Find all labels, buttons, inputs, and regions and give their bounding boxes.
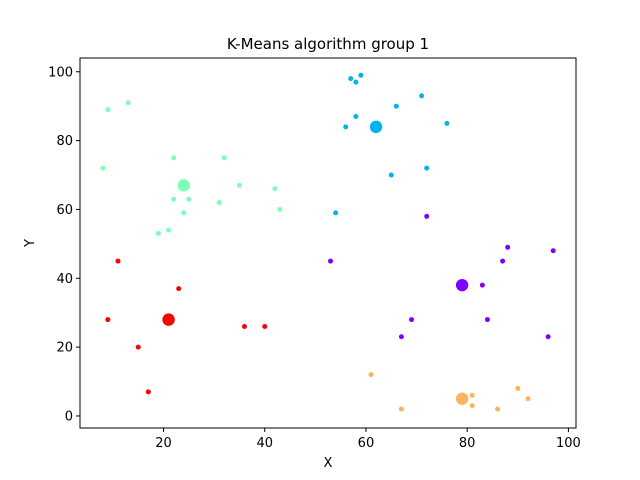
data-point	[424, 165, 430, 171]
x-tick-label: 100	[556, 436, 581, 451]
data-point	[181, 210, 187, 216]
data-point	[545, 334, 551, 340]
data-point	[368, 372, 374, 378]
data-point	[398, 334, 404, 340]
data-point	[353, 114, 359, 120]
data-point	[388, 172, 394, 178]
data-point	[343, 124, 349, 130]
data-point	[393, 103, 399, 109]
data-point	[171, 155, 177, 161]
data-point	[515, 385, 521, 391]
data-point	[505, 244, 511, 250]
data-point	[495, 406, 501, 412]
data-point	[145, 389, 151, 395]
data-point	[419, 93, 425, 99]
data-point	[409, 317, 415, 323]
chart-title: K-Means algorithm group 1	[227, 35, 429, 53]
x-axis: 20 40 60 80 100	[155, 428, 581, 451]
data-point	[221, 155, 227, 161]
centroid-point	[455, 392, 469, 405]
data-point	[353, 79, 359, 85]
data-point	[115, 258, 121, 264]
x-tick-label: 60	[358, 436, 375, 451]
data-point	[358, 72, 364, 78]
centroid-point	[369, 120, 383, 134]
data-point	[262, 323, 268, 329]
data-point	[550, 248, 556, 254]
data-point	[525, 396, 531, 402]
data-point	[469, 392, 475, 398]
y-tick-label: 40	[56, 272, 73, 287]
x-tick-label: 80	[459, 436, 476, 451]
data-point	[135, 344, 141, 350]
centroid-point	[177, 179, 190, 192]
data-point	[444, 120, 450, 126]
data-point	[236, 182, 242, 188]
data-point	[500, 258, 506, 264]
plot-area-frame	[79, 57, 577, 429]
data-point	[105, 107, 111, 113]
data-point	[424, 213, 430, 219]
data-point	[100, 165, 106, 171]
y-tick-label: 80	[56, 134, 73, 149]
x-tick-label: 20	[155, 436, 172, 451]
centroid-point	[455, 278, 469, 292]
data-point	[277, 206, 283, 212]
data-point	[125, 100, 131, 106]
data-point	[272, 186, 278, 192]
x-axis-label: X	[324, 456, 333, 471]
centroid-point	[162, 313, 175, 326]
data-point	[484, 317, 490, 323]
data-point	[333, 210, 339, 216]
data-point	[348, 76, 354, 82]
data-point	[176, 286, 182, 292]
data-point	[166, 227, 172, 233]
data-point	[241, 323, 247, 329]
data-point	[479, 282, 485, 288]
data-point	[216, 200, 222, 206]
y-tick-label: 0	[65, 409, 73, 424]
data-point	[398, 406, 404, 412]
data-point	[328, 258, 334, 264]
y-tick-label: 100	[48, 65, 73, 80]
y-tick-label: 20	[56, 341, 73, 356]
data-point	[186, 196, 192, 202]
data-point	[155, 231, 161, 237]
data-point	[171, 196, 177, 202]
y-axis: 0 20 40 60 80 100	[48, 65, 80, 424]
y-axis-label: Y	[23, 239, 38, 248]
data-point	[105, 317, 111, 323]
x-tick-label: 40	[256, 436, 273, 451]
data-marks	[100, 72, 556, 412]
y-tick-label: 60	[56, 203, 73, 218]
data-point	[469, 403, 475, 409]
